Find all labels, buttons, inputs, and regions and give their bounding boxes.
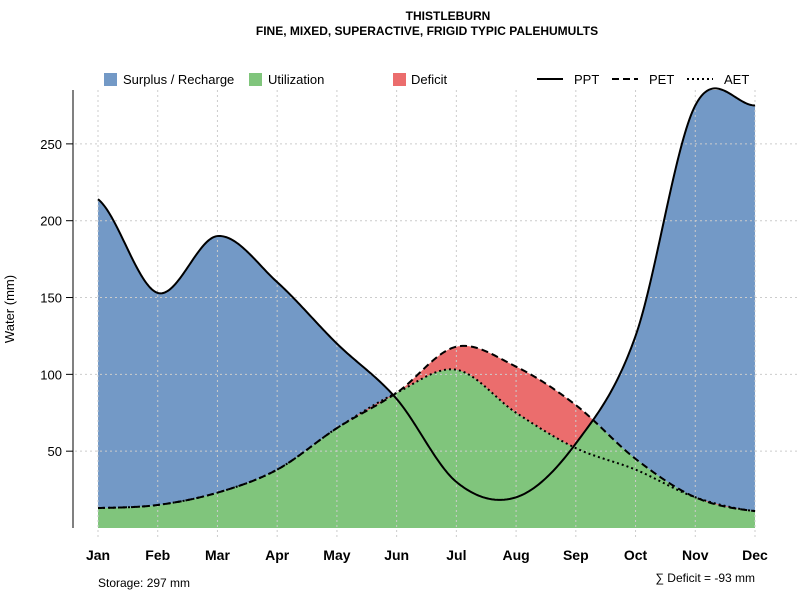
x-tick-label-oct: Oct bbox=[624, 547, 648, 563]
chart-subtitle: FINE, MIXED, SUPERACTIVE, FRIGID TYPIC P… bbox=[256, 24, 598, 38]
storage-label: Storage: 297 mm bbox=[98, 576, 190, 590]
legend-swatch-surplus bbox=[104, 73, 117, 86]
legend-label-deficit: Deficit bbox=[411, 72, 448, 87]
legend-swatch-utilization bbox=[249, 73, 262, 86]
y-tick-label-2: 150 bbox=[40, 291, 62, 306]
chart-title: THISTLEBURN bbox=[406, 9, 491, 23]
x-tick-label-may: May bbox=[323, 547, 350, 563]
gridlines bbox=[75, 90, 800, 540]
y-axis-label: Water (mm) bbox=[2, 275, 17, 343]
deficit-total-label: ∑ Deficit = -93 mm bbox=[655, 571, 755, 585]
y-tick-label-1: 100 bbox=[40, 367, 62, 382]
utilization-area bbox=[98, 369, 755, 528]
x-tick-label-jul: Jul bbox=[446, 547, 466, 563]
y-tick-label-0: 50 bbox=[48, 444, 62, 459]
x-tick-label-nov: Nov bbox=[682, 547, 709, 563]
legend-label-ppt: PPT bbox=[574, 72, 599, 87]
surplus-area bbox=[98, 90, 755, 512]
x-tick-label-sep: Sep bbox=[563, 547, 589, 563]
x-tick-label-jan: Jan bbox=[86, 547, 110, 563]
legend: Surplus / Recharge Utilization Deficit P… bbox=[104, 72, 749, 87]
x-tick-label-apr: Apr bbox=[265, 547, 290, 563]
series-line-aet bbox=[97, 368, 756, 513]
plot-area: 50 100 150 200 250 Water (mm) Jan Feb Mar Apr May J… bbox=[2, 87, 800, 563]
legend-label-surplus: Surplus / Recharge bbox=[123, 72, 234, 87]
legend-label-aet: AET bbox=[724, 72, 749, 87]
x-tick-label-jun: Jun bbox=[384, 547, 409, 563]
series-line-ppt bbox=[97, 87, 756, 501]
area-fills bbox=[98, 90, 755, 528]
x-tick-label-aug: Aug bbox=[502, 547, 529, 563]
legend-label-pet: PET bbox=[649, 72, 674, 87]
x-tick-label-feb: Feb bbox=[145, 547, 170, 563]
legend-swatch-deficit bbox=[393, 73, 406, 86]
y-tick-label-3: 200 bbox=[40, 214, 62, 229]
x-tick-label-dec: Dec bbox=[742, 547, 768, 563]
x-tick-label-mar: Mar bbox=[205, 547, 230, 563]
y-tick-label-4: 250 bbox=[40, 137, 62, 152]
legend-label-utilization: Utilization bbox=[268, 72, 324, 87]
